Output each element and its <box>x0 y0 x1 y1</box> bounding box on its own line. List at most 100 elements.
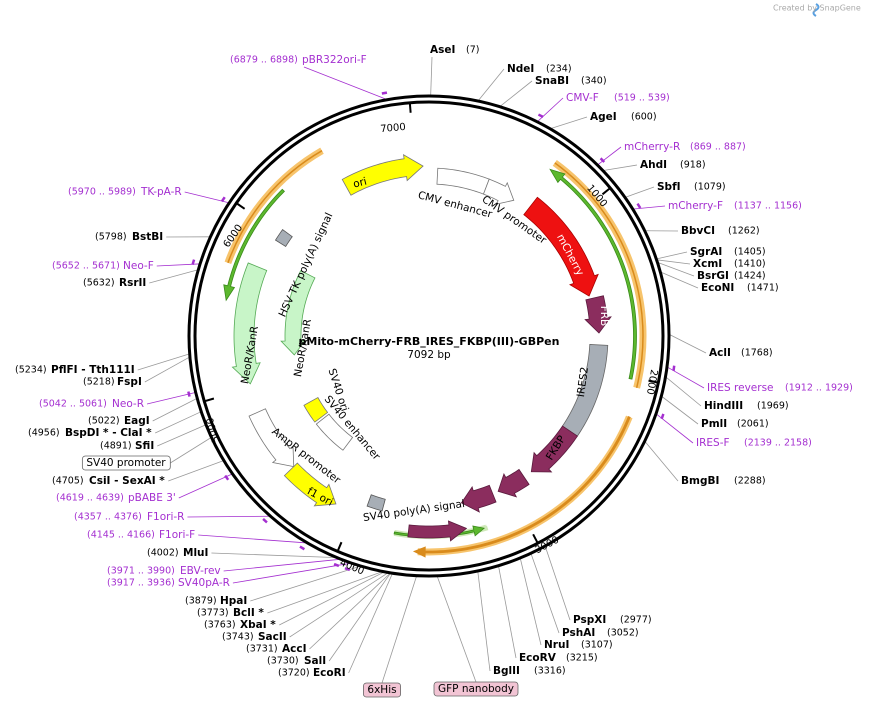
feature-arrow <box>436 167 490 195</box>
leader-line <box>657 259 691 265</box>
enzyme-name: EcoRV <box>519 652 557 664</box>
leader-line <box>604 164 638 171</box>
primer-mark <box>672 365 676 371</box>
enzyme-name: HindIII <box>704 400 743 412</box>
feature-arrow <box>280 270 316 356</box>
enzyme-detail: (3743) <box>222 632 254 643</box>
enzyme-name: BclI * <box>233 607 264 619</box>
ring-tick <box>601 187 611 196</box>
primer-mark <box>537 113 544 119</box>
primer-name: CMV-F <box>566 92 599 104</box>
leader-line <box>478 68 505 101</box>
enzyme-name: XcmI <box>693 258 722 270</box>
leader-line <box>303 66 386 100</box>
primer-detail: (4145 .. 4166) <box>87 530 155 541</box>
badge-label: 6xHis <box>367 684 396 696</box>
leader-line <box>223 559 339 572</box>
watermark: Created by SnapGene <box>773 4 861 13</box>
enzyme-detail: (340) <box>581 76 607 87</box>
primer-detail: (3917 .. 3936) <box>107 578 175 589</box>
leader-line <box>498 566 517 659</box>
feature-label: FRB <box>598 306 610 327</box>
leader-line <box>267 571 382 614</box>
primer-name: Neo-R <box>112 398 144 410</box>
leader-line <box>211 552 335 558</box>
enzyme-name: BmgBI <box>681 475 719 487</box>
badge <box>433 681 519 697</box>
enzyme-name: SacII <box>258 631 287 643</box>
leader-line <box>597 146 622 165</box>
leader-line <box>551 116 588 129</box>
ring-tick <box>648 379 659 384</box>
leader-line <box>328 573 391 662</box>
enzyme-detail: (3215) <box>566 653 598 664</box>
enzyme-name: BspDI * - ClaI * <box>65 427 152 439</box>
badge-label: GFP nanobody <box>438 683 514 695</box>
primer-detail: (4357 .. 4376) <box>74 512 142 523</box>
enzyme-detail: (3879) <box>185 596 217 607</box>
enzyme-detail: (918) <box>680 160 706 171</box>
enzyme-detail: (1768) <box>741 348 773 359</box>
enzyme-detail: (5218) <box>83 377 115 388</box>
enzyme-detail: (2061) <box>737 419 769 430</box>
ring-tick <box>235 202 246 210</box>
orf-line <box>554 162 644 388</box>
backbone-outer <box>187 94 671 578</box>
primer-name: IRES reverse <box>707 382 774 394</box>
enzyme-detail: (7) <box>466 45 479 56</box>
enzyme-detail: (5798) <box>95 232 127 243</box>
enzyme-name: EagI <box>124 415 150 427</box>
enzyme-detail: (3763) <box>204 620 236 631</box>
enzyme-detail: (3730) <box>267 656 299 667</box>
feature-arrow <box>497 468 530 498</box>
feature-box <box>303 397 329 423</box>
leader-line <box>430 56 433 96</box>
feature-arrow <box>460 484 497 513</box>
enzyme-detail: (1410) <box>734 259 766 270</box>
enzyme-name: AclI <box>709 347 731 359</box>
leader-line <box>658 262 695 277</box>
enzyme-detail: (1969) <box>757 401 789 412</box>
feature-arrow <box>341 154 424 196</box>
enzyme-detail: (234) <box>546 64 572 75</box>
primer-detail: (1912 .. 1929) <box>785 383 853 394</box>
backbone-inner <box>193 100 665 572</box>
leader-line <box>152 398 197 422</box>
leader-line <box>633 205 666 210</box>
enzyme-detail: (4002) <box>147 548 179 559</box>
primer-mark <box>599 157 606 163</box>
primer-detail: (5042 .. 5061) <box>39 399 107 410</box>
leader-line <box>157 424 206 447</box>
leader-line <box>146 392 195 405</box>
feature-box <box>315 413 354 451</box>
enzyme-name: EcoRI <box>313 667 346 679</box>
primer-name: IRES-F <box>696 437 730 449</box>
snapgene-logo <box>812 3 820 17</box>
feature-arrow <box>482 178 515 205</box>
feature-arrow <box>231 262 268 385</box>
ring-tick <box>204 397 215 403</box>
primer-detail: (5652 .. 5671) <box>52 261 120 272</box>
leader-line <box>198 534 306 544</box>
primer-name: mCherry-R <box>624 141 680 153</box>
feature-arrow <box>407 520 468 542</box>
primer-name: Neo-F <box>123 260 154 272</box>
enzyme-detail: (1405) <box>734 247 766 258</box>
enzyme-detail: (1079) <box>694 182 726 193</box>
feature-arrow <box>523 196 599 297</box>
leader-line <box>137 353 189 371</box>
leader-line <box>545 546 571 621</box>
leader-line <box>657 251 688 260</box>
primer-detail: (4619 .. 4639) <box>56 493 124 504</box>
enzyme-detail: (2288) <box>734 476 766 487</box>
enzyme-detail: (3316) <box>534 666 566 677</box>
enzyme-name: MluI <box>183 547 208 559</box>
orf-line <box>227 150 323 264</box>
feature-box <box>274 229 293 247</box>
enzyme-name: BglII <box>493 665 520 677</box>
enzyme-name: XbaI * <box>240 619 276 631</box>
enzyme-detail: (1471) <box>747 283 779 294</box>
enzyme-detail: (4956) <box>28 428 60 439</box>
enzyme-name: AccI <box>282 643 306 655</box>
